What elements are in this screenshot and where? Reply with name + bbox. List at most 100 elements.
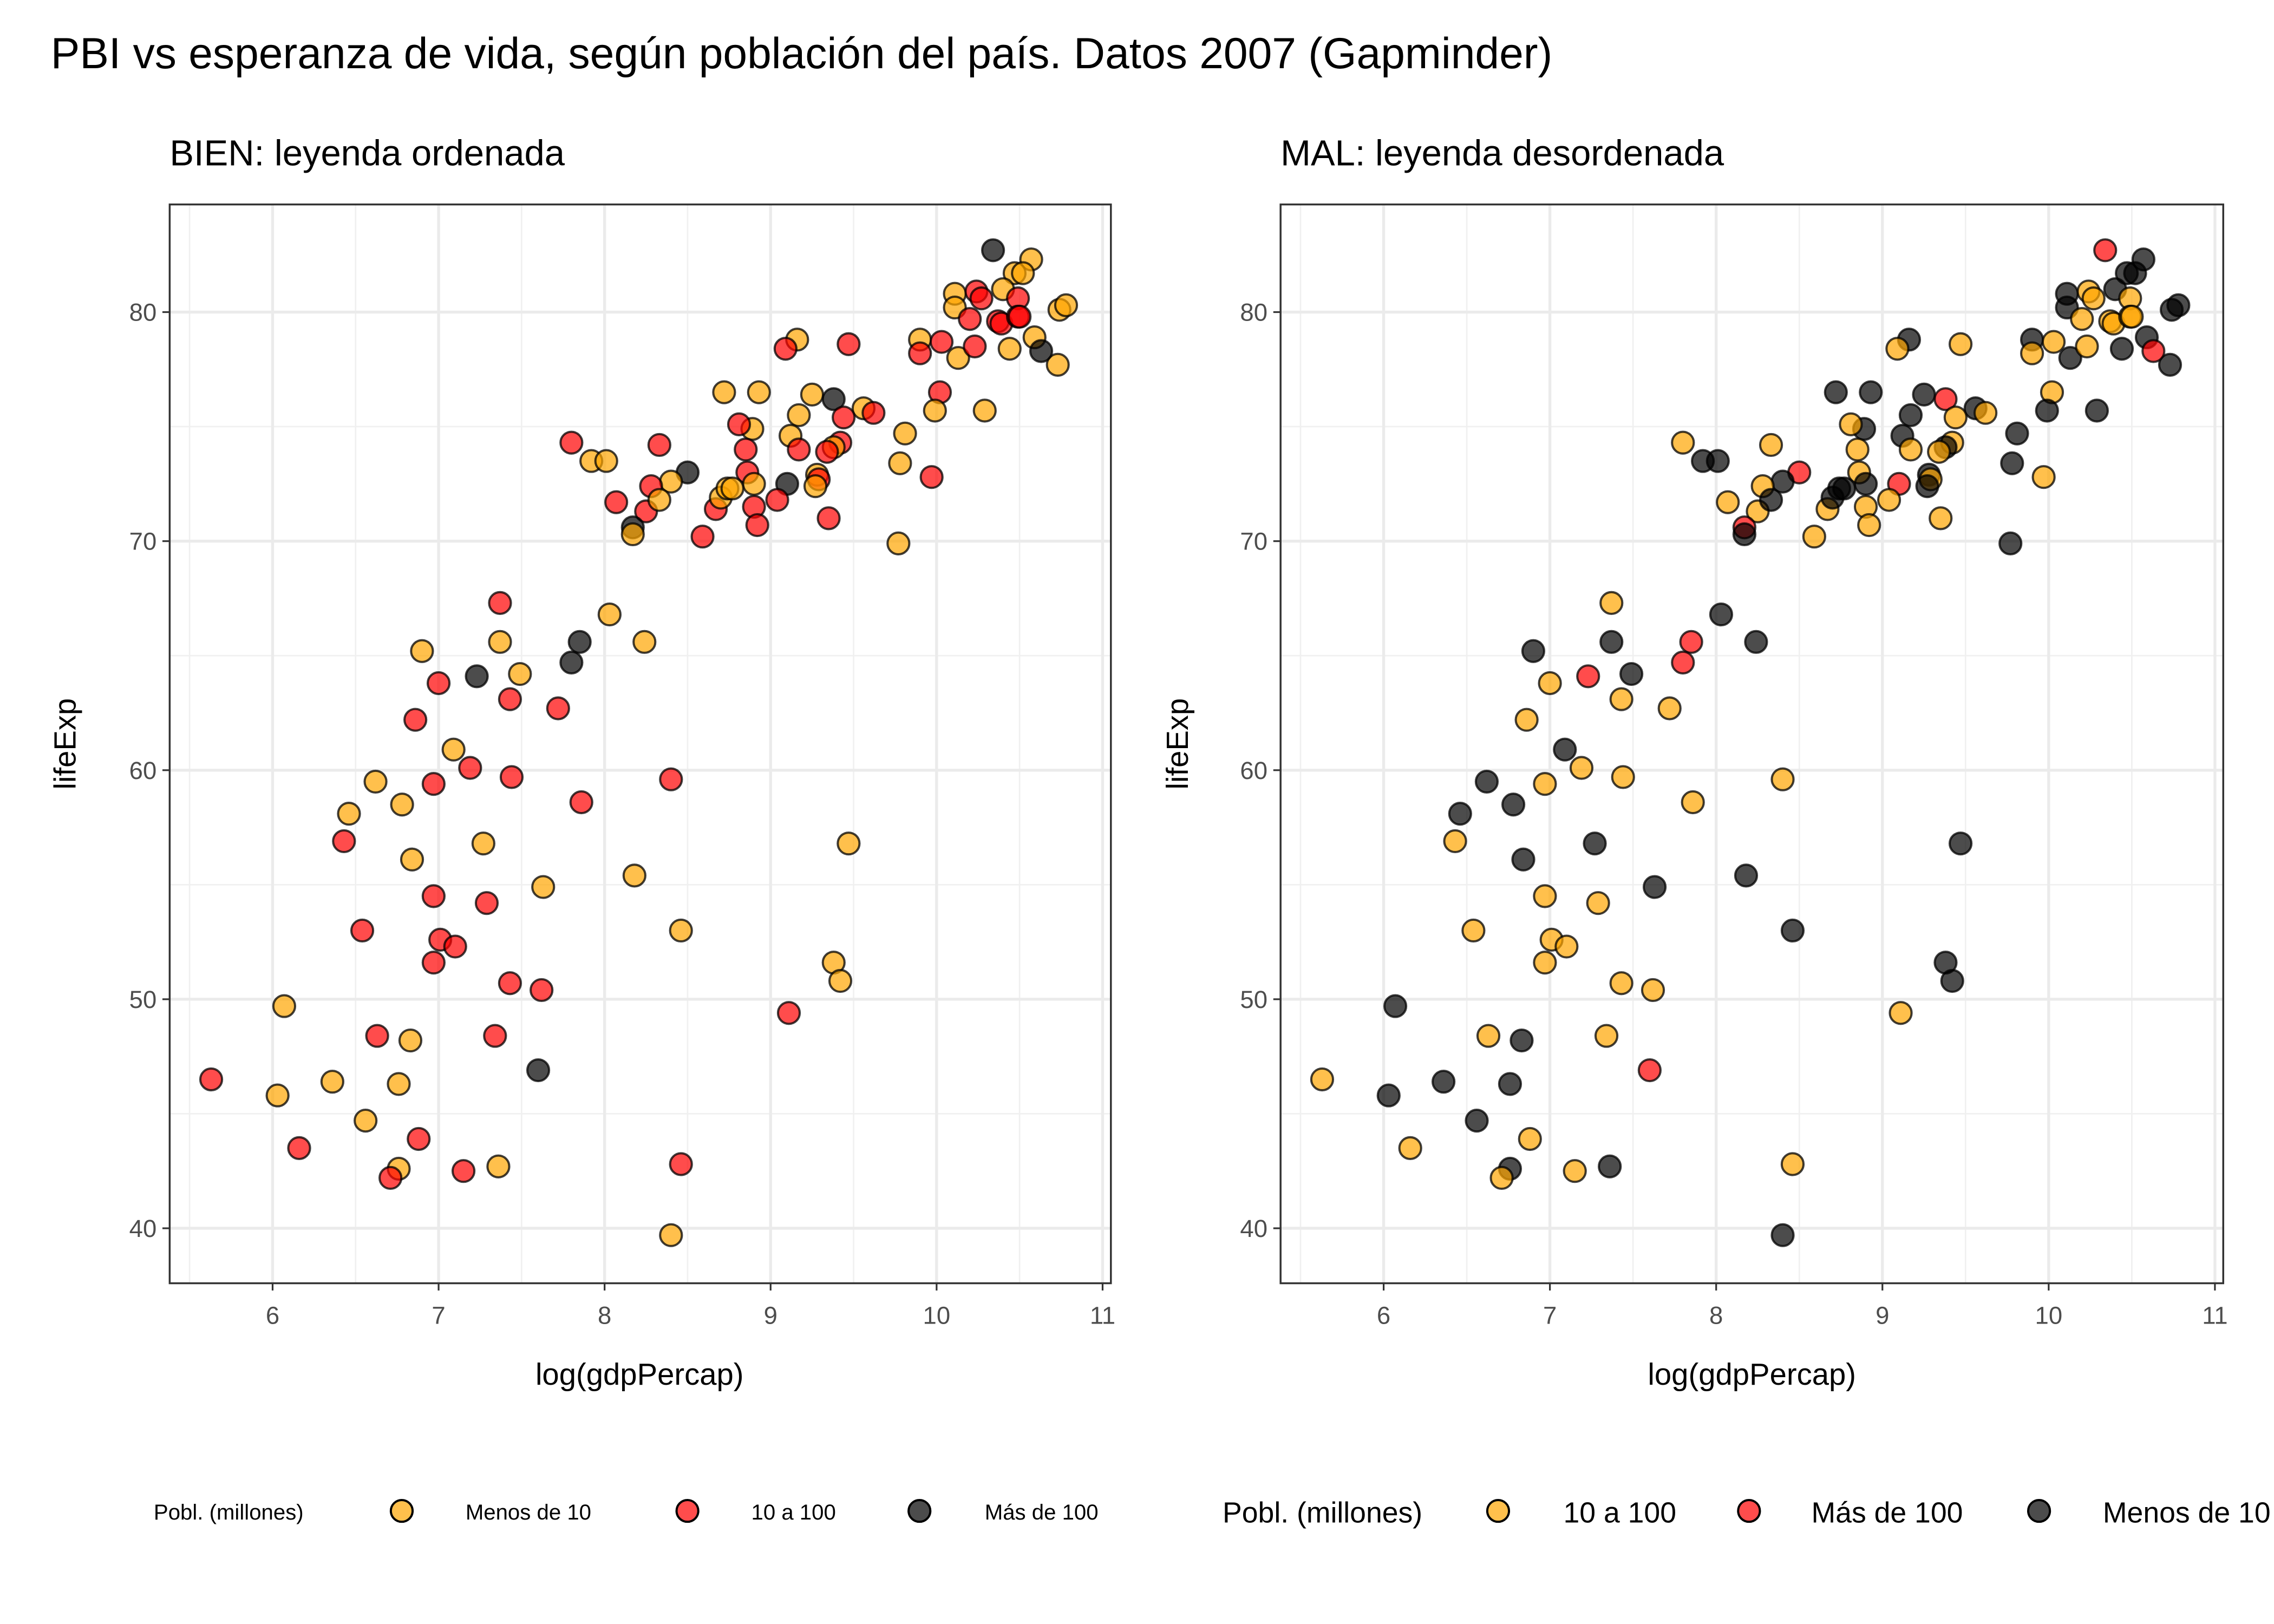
data-point [1011, 261, 1035, 285]
data-point [1889, 1001, 1913, 1025]
data-point [1657, 696, 1682, 721]
x-tick-label: 8 [1709, 1302, 1723, 1330]
data-point [407, 1127, 431, 1151]
data-point [969, 286, 994, 311]
data-point [981, 238, 1005, 263]
data-point [1474, 769, 1499, 794]
legend-label-2: Menos de 10 [2103, 1497, 2271, 1529]
data-point [632, 630, 657, 654]
data-point [1948, 332, 1973, 356]
data-point [2058, 346, 2082, 370]
data-point [861, 401, 886, 425]
data-point [1609, 687, 1633, 711]
data-point [997, 337, 1022, 361]
data-point [2158, 352, 2182, 377]
data-point [287, 1136, 311, 1160]
data-point [765, 488, 789, 512]
data-point [390, 793, 414, 817]
data-point [1770, 1223, 1795, 1247]
data-point [1008, 304, 1032, 329]
data-point [1744, 630, 1768, 654]
legend: Pobl. (millones) Menos de 10 10 a 100 Má… [154, 1498, 1099, 1524]
x-tick-label: 10 [923, 1302, 951, 1330]
data-point [1619, 662, 1644, 686]
data-point [1641, 978, 1665, 1003]
data-point [1569, 756, 1594, 780]
data-point [1465, 1109, 1489, 1133]
data-point [828, 968, 853, 993]
data-point [1857, 513, 1881, 538]
data-point [546, 696, 570, 721]
x-tick-label: 9 [764, 1302, 777, 1330]
data-point [1839, 412, 1863, 436]
y-tick-label: 80 [1240, 299, 1267, 326]
legend-label-0: Menos de 10 [466, 1500, 591, 1524]
data-point [498, 971, 522, 996]
data-point [1583, 831, 1607, 856]
data-point [1599, 630, 1624, 654]
data-point [946, 346, 970, 370]
data-point [272, 994, 297, 1018]
data-point [1376, 1083, 1401, 1108]
data-point [337, 802, 361, 826]
data-point [1489, 1165, 1514, 1190]
data-point [1671, 650, 1695, 675]
data-point [508, 662, 532, 686]
data-point [403, 708, 428, 732]
x-axis-label: log(gdpPercap) [535, 1357, 744, 1391]
y-tick-label: 60 [1240, 757, 1267, 784]
panel-title: MAL: leyenda desordenada [1280, 133, 1724, 173]
data-point [893, 421, 917, 446]
data-point [1510, 1028, 1534, 1053]
data-point [1859, 380, 1883, 404]
data-point [1054, 293, 1079, 317]
data-point [332, 829, 356, 854]
data-point [1599, 591, 1624, 615]
data-point [1929, 506, 1953, 531]
data-point [2081, 286, 2106, 311]
x-tick-label: 11 [1090, 1302, 1115, 1330]
data-point [2123, 261, 2147, 285]
x-tick-label: 6 [1377, 1302, 1390, 1330]
data-point [387, 1072, 411, 1096]
panel-left: BIEN: leyenda ordenada 6 7 8 9 10 11 40 50 60 70 8… [48, 133, 1115, 1524]
data-point [929, 330, 954, 354]
data-point [2084, 398, 2109, 423]
data-point [530, 978, 554, 1003]
data-point [597, 602, 622, 627]
data-point [1609, 971, 1633, 996]
data-point [727, 412, 752, 436]
data-point [1716, 490, 1740, 514]
data-point [659, 1223, 683, 1247]
data-point [720, 476, 744, 501]
data-point [421, 951, 446, 975]
data-point [1461, 918, 1486, 943]
data-point [1642, 875, 1667, 899]
data-point [2020, 341, 2044, 365]
data-point [1383, 994, 1408, 1018]
data-point [604, 490, 629, 514]
data-point [837, 332, 861, 356]
data-point [776, 1001, 801, 1025]
data-point [400, 847, 424, 872]
y-tick-label: 40 [1240, 1215, 1267, 1242]
data-point [398, 1028, 423, 1053]
x-axis-label: log(gdpPercap) [1648, 1357, 1856, 1391]
x-tick-label: 8 [598, 1302, 611, 1330]
data-point [354, 1109, 378, 1133]
data-point [1533, 772, 1557, 796]
data-point [690, 525, 715, 549]
y-tick-label: 50 [1240, 986, 1267, 1013]
data-point [888, 451, 912, 475]
data-point [2005, 421, 2029, 446]
data-point [1974, 401, 1998, 425]
data-point [1824, 380, 1848, 404]
data-point [441, 737, 466, 762]
legend-label-0: 10 a 100 [1564, 1497, 1677, 1529]
data-point [1501, 793, 1526, 817]
data-point [1933, 387, 1958, 411]
data-point [1310, 1067, 1335, 1092]
data-point [526, 1058, 551, 1083]
data-point [486, 1154, 511, 1178]
